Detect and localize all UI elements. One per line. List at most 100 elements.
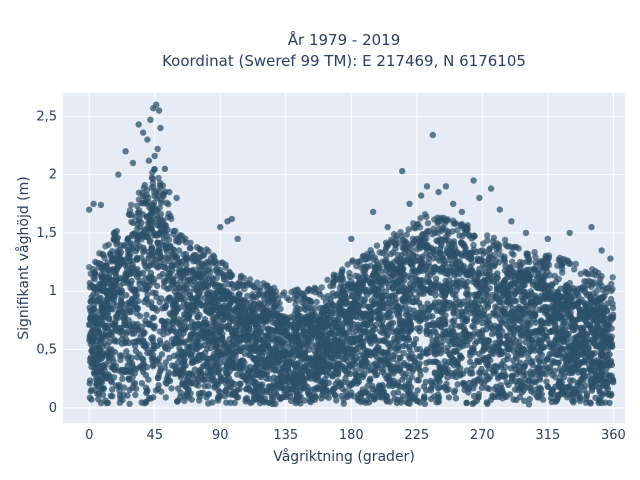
data-point	[367, 309, 374, 316]
data-point	[364, 362, 371, 370]
data-point	[193, 299, 200, 306]
data-point	[121, 309, 128, 316]
data-point	[580, 367, 587, 375]
data-point	[433, 307, 441, 314]
data-point	[527, 344, 534, 352]
data-point	[116, 325, 123, 332]
data-point	[214, 395, 222, 402]
data-point	[382, 357, 389, 364]
data-point	[367, 352, 374, 359]
data-point	[501, 309, 508, 316]
data-point	[484, 292, 491, 299]
data-point	[424, 274, 431, 281]
data-point	[399, 327, 407, 335]
data-point	[474, 358, 481, 365]
data-point	[563, 353, 571, 360]
data-point	[209, 332, 216, 339]
data-point	[435, 394, 443, 401]
data-point	[148, 245, 155, 252]
data-point	[228, 342, 236, 349]
data-point	[603, 308, 611, 315]
data-point	[309, 343, 316, 350]
data-point	[483, 343, 490, 350]
data-point	[259, 317, 266, 325]
data-point	[260, 340, 267, 348]
data-point	[417, 371, 424, 379]
data-point	[484, 271, 491, 279]
data-point	[128, 360, 136, 367]
data-point	[479, 333, 486, 341]
data-point	[543, 378, 550, 385]
data-point	[116, 289, 124, 296]
data-point	[126, 376, 133, 383]
data-point	[450, 347, 457, 355]
data-point	[125, 268, 132, 276]
data-point	[98, 306, 106, 313]
data-point	[573, 301, 580, 308]
data-point	[405, 314, 412, 322]
data-point	[463, 367, 470, 374]
data-point	[556, 391, 563, 398]
data-point	[355, 395, 362, 402]
data-point	[598, 331, 605, 339]
data-point	[370, 393, 377, 400]
data-point	[466, 384, 473, 391]
data-point	[98, 334, 105, 342]
data-point	[407, 290, 414, 298]
data-point	[199, 363, 207, 370]
data-point	[87, 315, 95, 322]
data-point	[330, 316, 337, 324]
data-point	[425, 255, 432, 262]
data-point	[119, 375, 126, 382]
data-point	[192, 322, 200, 329]
data-point	[604, 346, 611, 354]
data-point	[298, 371, 306, 379]
data-point	[520, 321, 527, 328]
data-point	[569, 377, 576, 384]
data-point	[407, 320, 414, 327]
data-point	[210, 375, 217, 383]
data-point	[490, 363, 497, 370]
data-point	[442, 331, 450, 338]
data-point	[609, 311, 617, 318]
data-point	[521, 397, 528, 404]
data-point	[86, 394, 94, 401]
data-point	[408, 396, 415, 403]
data-point	[143, 286, 150, 293]
data-point	[597, 389, 604, 396]
data-point	[438, 371, 445, 378]
data-point	[394, 389, 402, 396]
data-point	[154, 342, 161, 350]
data-point	[456, 283, 463, 290]
data-point	[162, 303, 169, 310]
data-point	[196, 311, 203, 319]
data-point	[469, 259, 476, 267]
data-point	[167, 327, 175, 334]
data-point	[389, 353, 397, 360]
data-point	[188, 267, 196, 274]
data-point	[414, 387, 421, 394]
data-point	[396, 312, 403, 319]
data-point	[297, 379, 305, 386]
data-point	[240, 307, 248, 314]
data-point	[171, 253, 178, 261]
data-point	[449, 328, 456, 335]
data-point	[445, 386, 452, 393]
data-point	[539, 330, 546, 337]
data-point	[242, 398, 249, 405]
data-point	[168, 262, 175, 269]
data-point	[485, 317, 492, 325]
data-point	[117, 356, 124, 364]
data-point	[158, 351, 166, 358]
data-point	[136, 312, 144, 320]
data-point	[564, 335, 571, 342]
data-point	[488, 324, 496, 332]
data-point	[401, 373, 408, 380]
data-point	[416, 328, 423, 335]
data-point	[424, 322, 431, 329]
data-point	[363, 291, 371, 298]
data-point	[156, 328, 164, 335]
data-point	[483, 377, 490, 384]
data-point	[347, 392, 354, 399]
data-point	[446, 251, 453, 258]
